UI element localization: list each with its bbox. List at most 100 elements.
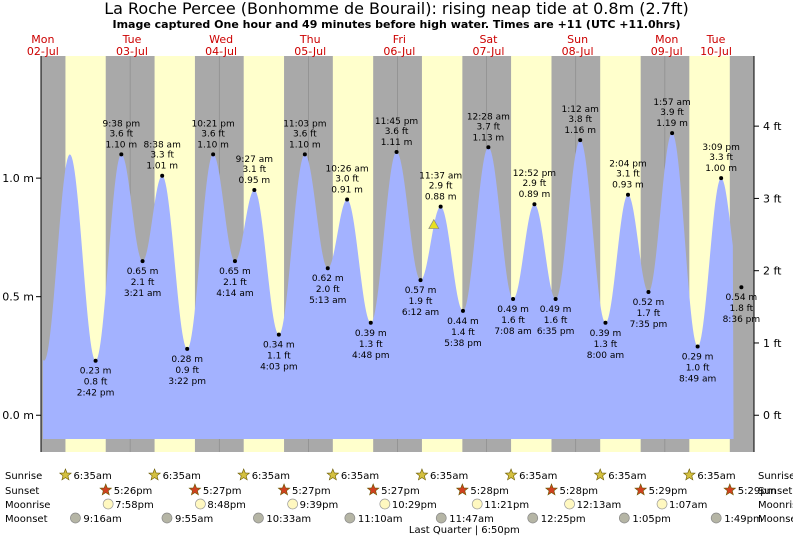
sunset-time: 5:26pm <box>114 486 153 497</box>
high-tide-time: 11:03 pm <box>283 119 326 129</box>
day-name-label: Fri <box>393 33 406 46</box>
high-tide-feet: 3.6 ft <box>385 127 409 137</box>
high-tide-point <box>160 173 165 178</box>
low-tide-time: 6:35 pm <box>537 327 575 337</box>
low-tide-point <box>276 332 281 337</box>
sunrise-time: 6:35am <box>341 471 379 482</box>
day-name-label: Mon <box>31 33 54 46</box>
moon-phase-note: Last Quarter | 6:50pm <box>409 525 520 536</box>
high-tide-metres: 1.16 m <box>564 126 596 136</box>
low-tide-feet: 1.1 ft <box>267 352 291 362</box>
sunset-icon <box>544 483 558 496</box>
low-tide-feet: 0.9 ft <box>175 366 199 376</box>
moonrise-time: 10:29pm <box>392 500 437 511</box>
left-tick-label: 0.0 m <box>2 409 34 422</box>
low-tide-point <box>185 346 190 351</box>
moonset-icon <box>344 512 356 524</box>
sunrise-icon <box>148 468 162 481</box>
day-date-label: 07-Jul <box>473 45 505 58</box>
sunrise-time: 6:35am <box>163 471 201 482</box>
sunset-icon <box>634 483 648 496</box>
high-tide-metres: 1.10 m <box>289 140 321 150</box>
sunset-icon <box>366 483 380 496</box>
sunset-icon <box>188 483 202 496</box>
low-tide-metres: 0.39 m <box>590 329 622 339</box>
day-name-label: Sun <box>567 33 588 46</box>
high-tide-feet: 3.1 ft <box>616 170 640 180</box>
low-tide-metres: 0.65 m <box>219 267 251 277</box>
day-name-label: Wed <box>209 33 233 46</box>
high-tide-metres: 1.11 m <box>381 138 413 148</box>
high-tide-feet: 3.1 ft <box>242 165 266 175</box>
moonset-icon <box>710 512 722 524</box>
low-tide-feet: 1.6 ft <box>544 316 568 326</box>
low-tide-time: 3:21 am <box>124 289 161 299</box>
moonrise-row-label-right: Moonrise <box>758 500 793 511</box>
high-tide-feet: 3.7 ft <box>477 122 501 132</box>
high-tide-time: 10:26 am <box>326 164 369 174</box>
low-tide-time: 4:14 am <box>216 289 253 299</box>
high-tide-time: 12:52 pm <box>513 169 556 179</box>
sunset-icon <box>455 483 469 496</box>
day-name-label: Sat <box>479 33 498 46</box>
moonrise-icon <box>656 498 668 510</box>
sunrise-icon <box>237 468 251 481</box>
high-tide-time: 9:38 pm <box>103 119 141 129</box>
sunset-time: 5:27pm <box>381 486 420 497</box>
high-tide-feet: 3.9 ft <box>660 108 684 118</box>
moonrise-time: 1:07am <box>669 500 707 511</box>
sunset-time: 5:29pm <box>738 486 777 497</box>
sunset-time: 5:28pm <box>470 486 509 497</box>
sunrise-time: 6:35am <box>73 471 111 482</box>
moonrise-time: 12:13am <box>577 500 622 511</box>
moonrise-time: 7:58pm <box>115 500 154 511</box>
moonrise-icon <box>102 498 114 510</box>
moonrise-icon <box>471 498 483 510</box>
low-tide-point <box>739 285 744 290</box>
moonrise-icon <box>195 498 206 510</box>
low-tide-feet: 1.3 ft <box>359 340 383 350</box>
high-tide-point <box>211 152 216 157</box>
moonrise-icon <box>287 498 298 510</box>
high-tide-metres: 0.95 m <box>239 176 271 186</box>
moonset-icon <box>161 512 173 524</box>
low-tide-point <box>232 259 237 264</box>
high-tide-point <box>578 138 583 143</box>
right-tick-label: 4 ft <box>763 120 782 133</box>
low-tide-time: 7:35 pm <box>630 320 668 330</box>
low-tide-feet: 1.3 ft <box>594 340 618 350</box>
sunset-row-label-right: Sunset <box>758 486 792 497</box>
current-tide-marker <box>428 218 440 229</box>
high-tide-point <box>625 192 630 197</box>
left-tick-label: 0.5 m <box>2 291 34 304</box>
day-date-label: 06-Jul <box>383 45 415 58</box>
sunset-time: 5:27pm <box>203 486 242 497</box>
right-tick-label: 2 ft <box>763 265 782 278</box>
low-tide-metres: 0.29 m <box>682 352 714 362</box>
moonset-icon <box>70 512 81 524</box>
sunrise-icon <box>504 468 518 481</box>
moonset-time: 11:10am <box>358 514 403 525</box>
high-tide-time: 11:45 pm <box>375 117 418 127</box>
high-tide-metres: 0.91 m <box>331 185 363 195</box>
right-tick-label: 1 ft <box>763 337 782 350</box>
day-date-label: 09-Jul <box>651 45 683 58</box>
sunrise-time: 6:35am <box>519 471 557 482</box>
moonrise-time: 9:39pm <box>300 500 339 511</box>
day-date-label: 10-Jul <box>700 45 732 58</box>
sunrise-row-label-right: Sunrise <box>758 471 793 482</box>
high-tide-time: 3:09 pm <box>702 143 740 153</box>
high-tide-point <box>119 152 124 157</box>
high-tide-point <box>394 150 399 155</box>
low-tide-point <box>418 278 423 283</box>
sunrise-icon <box>326 468 340 481</box>
low-tide-feet: 1.0 ft <box>686 363 710 373</box>
low-tide-feet: 1.9 ft <box>409 297 433 307</box>
high-tide-time: 1:57 am <box>653 98 690 108</box>
high-tide-point <box>532 202 537 207</box>
low-tide-point <box>460 308 465 313</box>
low-tide-time: 4:48 pm <box>352 351 390 361</box>
high-tide-metres: 0.88 m <box>425 193 457 203</box>
right-tick-label: 0 ft <box>763 409 782 422</box>
